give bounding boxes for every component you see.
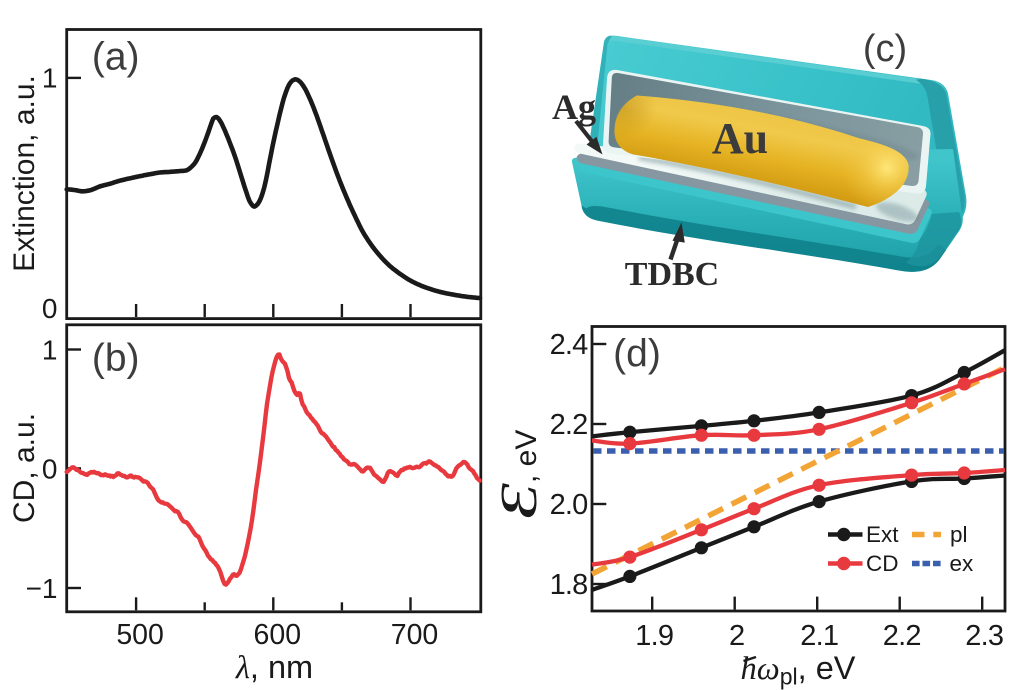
svg-text:2.3: 2.3 [965,620,1003,652]
svg-text:Extinction, a.u.: Extinction, a.u. [8,75,41,272]
svg-text:1.9: 1.9 [635,620,673,652]
svg-text:2.0: 2.0 [550,489,588,521]
svg-text:2.2: 2.2 [550,409,588,441]
svg-text:2.2: 2.2 [883,620,921,652]
svg-text:pl: pl [950,522,968,547]
svg-text:Ag: Ag [552,87,596,127]
svg-text:700: 700 [391,619,439,651]
svg-text:(b): (b) [92,337,140,380]
svg-text:(d): (d) [613,333,661,376]
svg-text:0: 0 [42,293,58,324]
svg-text:λ, nm: λ, nm [235,649,313,686]
svg-text:Ɛ: Ɛ [491,483,548,519]
svg-text:1: 1 [42,63,58,94]
svg-text:CD: CD [866,551,899,576]
svg-text:(a): (a) [92,36,140,79]
svg-text:Au: Au [712,114,768,163]
svg-text:2.4: 2.4 [550,329,589,361]
svg-text:0: 0 [42,453,58,484]
svg-text:2.1: 2.1 [800,620,838,652]
svg-text:2: 2 [729,620,744,652]
svg-text:Ext: Ext [866,522,899,547]
svg-text:1.8: 1.8 [550,569,588,601]
svg-text:CD, a.u.: CD, a.u. [8,413,41,523]
svg-text:1: 1 [42,335,58,366]
svg-text:, eV: , eV [510,430,543,483]
svg-text:500: 500 [116,619,164,651]
svg-text:ex: ex [950,551,975,576]
svg-text:hωpl, eV: hωpl, eV [741,650,856,690]
svg-text:TDBC: TDBC [625,256,719,293]
svg-text:(c): (c) [863,28,907,70]
svg-text:−1: −1 [26,573,58,604]
svg-text:600: 600 [254,619,302,651]
